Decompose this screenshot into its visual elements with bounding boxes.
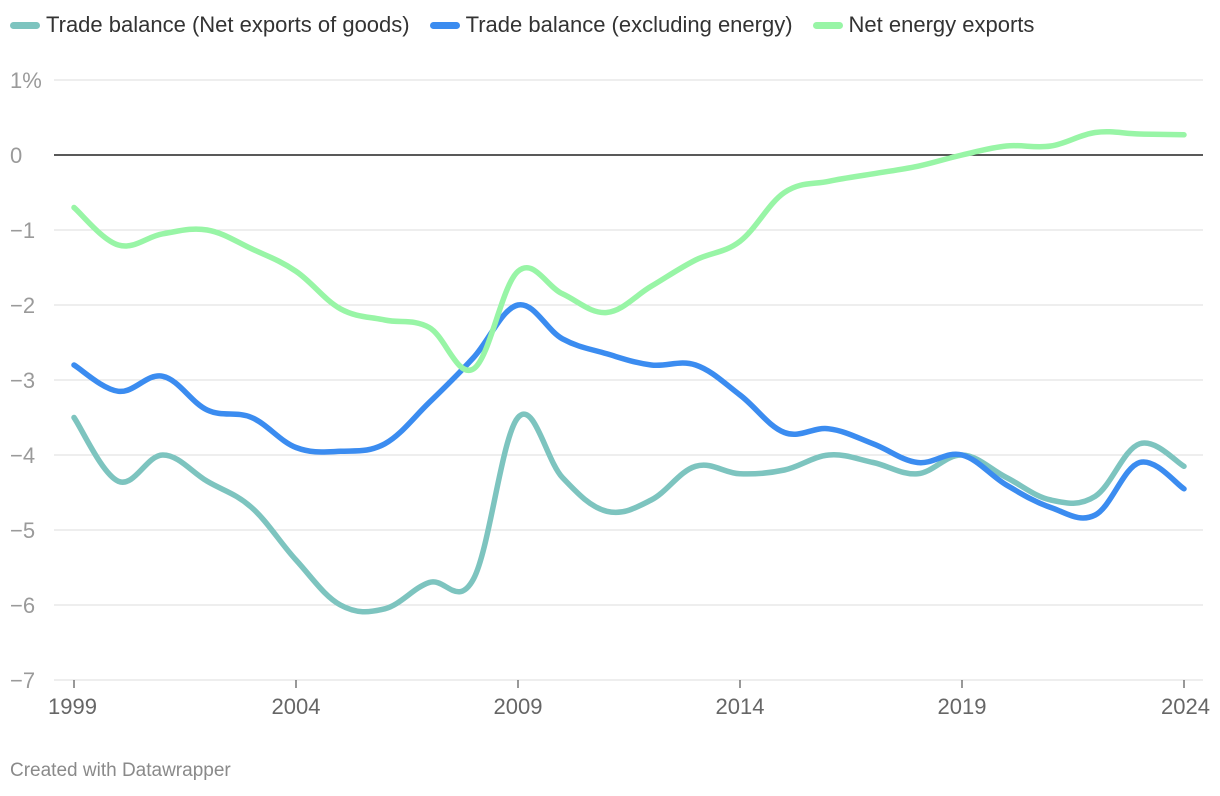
legend-item-net-energy: Net energy exports xyxy=(812,12,1035,38)
y-axis-tick-labels: 1% 0 −1 −2 −3 −4 −5 −6 −7 xyxy=(10,68,42,693)
y-tick-label: −3 xyxy=(10,368,35,393)
legend-label-excl-energy: Trade balance (excluding energy) xyxy=(465,12,793,37)
y-tick-label: 1% xyxy=(10,68,42,93)
x-tick-label: 2009 xyxy=(494,694,543,719)
series-line-excl-energy xyxy=(71,302,1187,521)
credit-footer: Created with Datawrapper xyxy=(10,760,231,781)
x-tick-label: 2004 xyxy=(272,694,321,719)
y-tick-label: −1 xyxy=(10,218,35,243)
legend-label-goods-balance: Trade balance (Net exports of goods) xyxy=(46,12,410,37)
x-tick-label: 1999 xyxy=(48,694,97,719)
x-tick-label: 2024 xyxy=(1161,694,1210,719)
x-axis-tick-labels: 1999 2004 2009 2014 2019 2024 xyxy=(48,680,1210,719)
x-tick-label: 2019 xyxy=(938,694,987,719)
series-line-goods-balance xyxy=(71,411,1187,615)
y-tick-label: −4 xyxy=(10,443,35,468)
legend-item-goods-balance: Trade balance (Net exports of goods) xyxy=(10,12,410,38)
y-tick-label: 0 xyxy=(10,143,22,168)
series-line-net-energy xyxy=(71,129,1187,374)
legend-label-net-energy: Net energy exports xyxy=(848,12,1035,37)
legend-swatch-excl-energy xyxy=(429,21,460,29)
legend-swatch-goods-balance xyxy=(10,21,40,29)
gridlines xyxy=(54,79,1203,681)
legend-swatch-net-energy xyxy=(812,21,843,29)
series-lines xyxy=(71,129,1187,615)
y-tick-label: −7 xyxy=(10,668,35,693)
y-tick-label: −5 xyxy=(10,518,35,543)
legend: Trade balance (Net exports of goods) Tra… xyxy=(10,12,1034,38)
x-tick-label: 2014 xyxy=(716,694,765,719)
y-tick-label: −6 xyxy=(10,593,35,618)
legend-item-excl-energy: Trade balance (excluding energy) xyxy=(429,12,793,38)
y-tick-label: −2 xyxy=(10,293,35,318)
